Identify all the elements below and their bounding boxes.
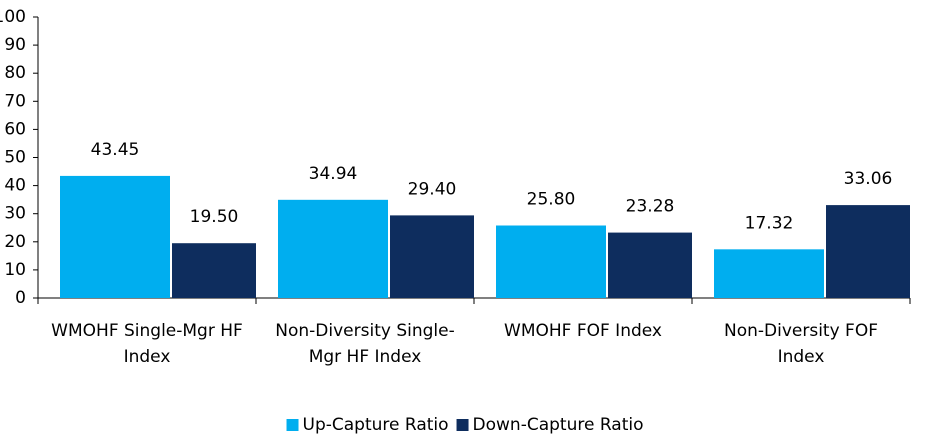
x-tick-label: WMOHF FOF Index <box>504 321 662 341</box>
y-tick-label: 40 <box>4 176 26 196</box>
bar <box>826 205 910 298</box>
bar <box>496 225 606 298</box>
y-tick-label: 80 <box>4 63 26 83</box>
legend-label: Up-Capture Ratio <box>303 415 449 435</box>
value-label: 29.40 <box>408 179 457 199</box>
legend-swatch <box>286 419 299 431</box>
x-tick-label: WMOHF Single-Mgr HF Index <box>51 321 243 367</box>
y-tick-label: 60 <box>4 119 26 139</box>
value-label: 25.80 <box>527 190 576 210</box>
y-tick-label: 90 <box>4 35 26 55</box>
y-tick-label: 70 <box>4 91 26 111</box>
y-tick-label: 0 <box>15 288 26 308</box>
value-label: 34.94 <box>309 164 358 184</box>
y-tick-label: 20 <box>4 232 26 252</box>
x-tick-label: Non-Diversity Single-Mgr HF Index <box>275 321 455 367</box>
y-tick-label: 10 <box>4 260 26 280</box>
bar <box>608 232 692 298</box>
value-label: 23.28 <box>626 197 675 217</box>
value-label: 19.50 <box>190 207 239 227</box>
bar <box>172 243 256 298</box>
legend-swatch <box>456 419 469 431</box>
bar <box>278 199 388 298</box>
legend-label: Down-Capture Ratio <box>473 415 644 435</box>
value-label: 17.32 <box>745 213 794 233</box>
bar <box>60 175 170 298</box>
y-tick-label: 50 <box>4 148 26 168</box>
y-tick-label: 100 <box>0 7 26 27</box>
value-label: 43.45 <box>91 140 140 160</box>
y-tick-label: 30 <box>4 204 26 224</box>
bar <box>714 249 824 298</box>
value-label: 33.06 <box>844 169 893 189</box>
bar <box>390 215 474 298</box>
x-tick-label: Non-Diversity FOF Index <box>724 321 878 367</box>
